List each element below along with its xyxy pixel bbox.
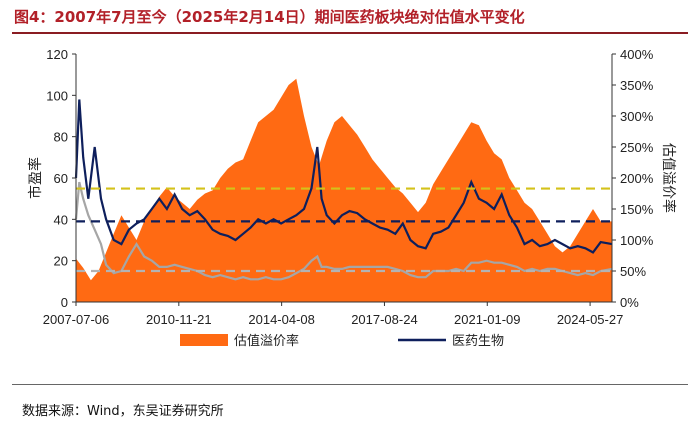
right-tick-label: 150% bbox=[620, 202, 654, 217]
right-tick-label: 100% bbox=[620, 233, 654, 248]
right-tick-label: 250% bbox=[620, 140, 654, 155]
figure-title: 图4：2007年7月至今（2025年2月14日）期间医药板块绝对估值水平变化 bbox=[14, 8, 525, 26]
right-tick-label: 50% bbox=[620, 264, 646, 279]
x-tick-label: 2017-08-24 bbox=[351, 312, 418, 327]
source-note: 数据来源：Wind，东吴证券研究所 bbox=[22, 404, 224, 419]
left-tick-label: 80 bbox=[54, 130, 68, 145]
x-tick-label: 2021-01-09 bbox=[454, 312, 521, 327]
right-tick-label: 0% bbox=[620, 295, 639, 310]
right-tick-label: 400% bbox=[620, 47, 654, 62]
right-tick-label: 300% bbox=[620, 109, 654, 124]
premium-area bbox=[76, 78, 612, 302]
x-tick-label: 2010-11-21 bbox=[146, 312, 212, 327]
left-tick-label: 20 bbox=[54, 254, 68, 269]
left-tick-label: 0 bbox=[61, 295, 68, 310]
left-tick-label: 100 bbox=[46, 88, 68, 103]
left-axis-title: 市盈率 bbox=[27, 157, 43, 199]
valuation-chart: 0 20 40 60 80 100 120 0% 50% 100% 150% 200% 250% 300%… bbox=[27, 47, 677, 348]
left-tick-label: 120 bbox=[46, 47, 68, 62]
legend-swatch-premium bbox=[180, 334, 228, 346]
right-tick-label: 350% bbox=[620, 78, 654, 93]
x-tick-label: 2014-04-08 bbox=[248, 312, 315, 327]
footer-rule bbox=[12, 384, 688, 385]
pharma-pe-line bbox=[74, 99, 613, 254]
title-rule bbox=[12, 32, 688, 34]
market-pe-line bbox=[74, 181, 613, 281]
left-tick-label: 60 bbox=[54, 171, 68, 186]
left-tick-label: 40 bbox=[54, 212, 68, 227]
right-axis-title: 估值溢价率 bbox=[661, 143, 677, 213]
x-tick-label: 2007-07-06 bbox=[43, 312, 110, 327]
legend-label-premium: 估值溢价率 bbox=[234, 333, 299, 348]
x-tick-label: 2024-05-27 bbox=[557, 312, 624, 327]
legend-label-pharma: 医药生物 bbox=[452, 333, 504, 348]
right-tick-label: 200% bbox=[620, 171, 654, 186]
